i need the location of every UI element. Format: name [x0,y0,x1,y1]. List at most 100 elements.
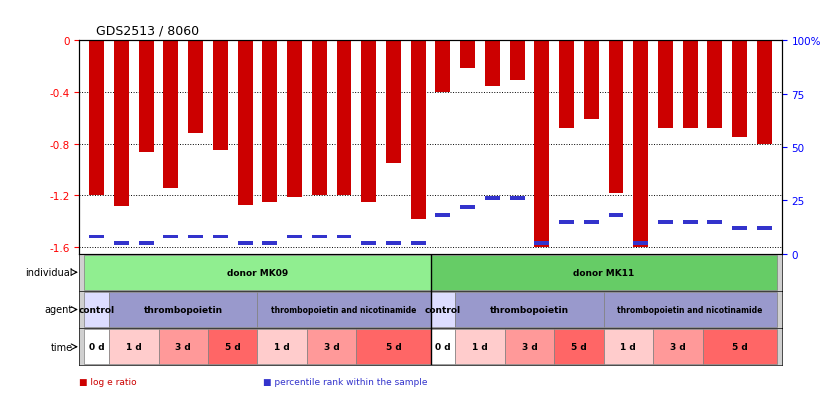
Bar [114,242,129,245]
Text: thrombopoietin: thrombopoietin [490,305,569,314]
Text: time: time [50,342,73,352]
Bar [436,41,451,93]
Text: 3 d: 3 d [522,342,538,351]
Bar [456,292,604,327]
Bar [287,41,302,197]
Bar [139,242,154,245]
Bar [84,330,109,364]
Bar [609,214,624,218]
Bar [188,235,203,239]
Text: thrombopoietin: thrombopoietin [144,305,223,314]
Text: donor MK11: donor MK11 [573,268,635,277]
Text: 3 d: 3 d [176,342,191,351]
Text: ■ percentile rank within the sample: ■ percentile rank within the sample [263,377,428,386]
Text: control: control [425,305,461,314]
Bar [89,235,104,239]
Bar [257,330,307,364]
Bar [386,242,401,245]
Bar [257,292,431,327]
Text: agent: agent [44,305,73,315]
Text: 1 d: 1 d [126,342,141,351]
Bar [702,330,777,364]
Bar [658,220,673,224]
Bar [410,242,426,245]
Text: 5 d: 5 d [732,342,747,351]
Bar [559,41,574,129]
Bar [485,197,500,201]
Bar [361,242,376,245]
Bar [208,330,257,364]
Text: 0 d: 0 d [435,342,451,351]
Bar [534,41,549,247]
Text: 1 d: 1 d [274,342,290,351]
Text: individual: individual [25,268,73,278]
Text: control: control [79,305,115,314]
Text: 5 d: 5 d [571,342,587,351]
Bar [559,220,574,224]
Text: thrombopoietin and nicotinamide: thrombopoietin and nicotinamide [272,305,416,314]
Text: 1 d: 1 d [472,342,488,351]
Bar [213,235,227,239]
Bar [431,255,777,290]
Bar [89,41,104,196]
Bar [263,242,278,245]
Bar [510,197,524,201]
Bar [386,41,401,164]
Bar [287,235,302,239]
Bar [460,41,475,69]
Bar [732,41,747,138]
Bar [312,235,327,239]
Text: 3 d: 3 d [324,342,339,351]
Bar [757,41,772,145]
Bar [456,330,505,364]
Bar [263,41,278,202]
Bar [732,227,747,230]
Bar [139,41,154,152]
Bar [658,41,673,129]
Text: 5 d: 5 d [385,342,401,351]
Bar [213,41,227,151]
Bar [757,227,772,230]
Bar [159,330,208,364]
Text: 0 d: 0 d [89,342,104,351]
Bar [114,41,129,207]
Bar [188,41,203,134]
Bar [534,242,549,245]
Bar [431,292,456,327]
Bar [237,242,252,245]
Bar [707,41,722,129]
Bar [109,330,159,364]
Text: ■ log e ratio: ■ log e ratio [79,377,137,386]
Bar [431,330,456,364]
Bar [436,214,451,218]
Bar [164,235,178,239]
Bar [337,235,351,239]
Text: 1 d: 1 d [620,342,636,351]
Bar [164,41,178,188]
Bar [554,330,604,364]
Bar [312,41,327,196]
Bar [584,220,599,224]
Bar [337,41,351,196]
Bar [485,41,500,86]
Text: 5 d: 5 d [225,342,241,351]
Bar [460,205,475,209]
Bar [361,41,376,202]
Text: GDS2513 / 8060: GDS2513 / 8060 [96,24,199,37]
Text: thrombopoietin and nicotinamide: thrombopoietin and nicotinamide [618,305,763,314]
Bar [356,330,431,364]
Bar [683,220,697,224]
Bar [634,242,648,245]
Bar [505,330,554,364]
Bar [237,41,252,205]
Bar [510,41,524,81]
Bar [653,330,702,364]
Bar [410,41,426,219]
Bar [604,292,777,327]
Bar [109,292,257,327]
Bar [584,41,599,120]
Text: donor MK09: donor MK09 [227,268,288,277]
Bar [84,255,431,290]
Bar [609,41,624,193]
Bar [634,41,648,247]
